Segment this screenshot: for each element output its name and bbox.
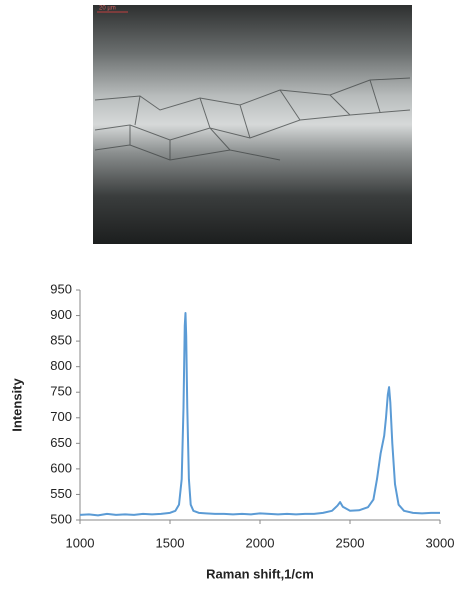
- y-tick-label: 850: [50, 333, 72, 348]
- spectrum-line: [79, 312, 440, 517]
- x-tick-label: 1000: [66, 535, 95, 550]
- y-tick-label: 750: [50, 384, 72, 399]
- micrograph: 20 µm: [93, 5, 412, 244]
- y-tick-label: 900: [50, 307, 72, 322]
- x-tick-label: 3000: [426, 535, 455, 550]
- x-tick-label: 2500: [336, 535, 365, 550]
- cracks: [94, 77, 411, 161]
- y-tick-label: 800: [50, 358, 72, 373]
- y-tick-label: 950: [50, 281, 72, 296]
- y-tick-label: 650: [50, 435, 72, 450]
- y-tick-label: 700: [50, 409, 72, 424]
- x-tick-label: 2000: [246, 535, 275, 550]
- y-axis-title: Intensity: [9, 378, 24, 432]
- x-tick-label: 1500: [156, 535, 185, 550]
- scale-label: 20 µm: [99, 6, 116, 12]
- y-tick-label: 550: [50, 486, 72, 501]
- x-axis-title: Raman shift,1/cm: [206, 566, 314, 581]
- micrograph-background: [93, 5, 412, 244]
- y-tick-label: 500: [50, 511, 72, 526]
- y-tick-label: 600: [50, 460, 72, 475]
